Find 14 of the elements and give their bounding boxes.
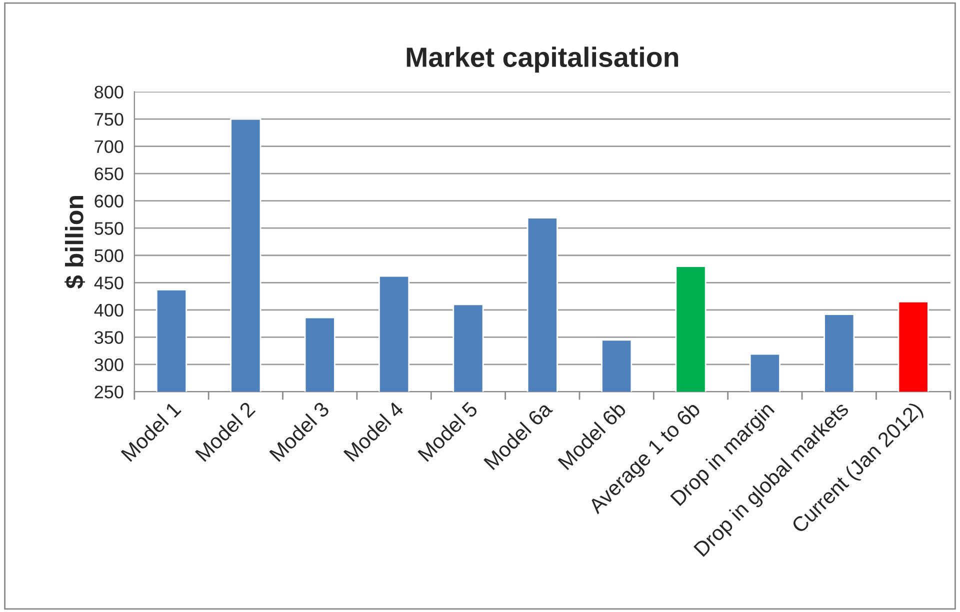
y-tick-label: 250	[94, 386, 124, 398]
y-tick-label: 400	[94, 304, 124, 317]
y-tick-label: 600	[94, 194, 124, 208]
y-tick-label: 650	[94, 168, 124, 180]
chart-title: Market capitalisation	[406, 46, 678, 73]
y-tick-label: 450	[94, 276, 124, 290]
y-tick-label: 550	[94, 222, 124, 235]
y-tick-label: 800	[94, 86, 124, 99]
y-tick-label: 750	[94, 112, 124, 126]
y-tick-label: 500	[94, 249, 124, 262]
y-tick-label: 350	[94, 331, 124, 344]
y-axis-title: $ billion	[64, 196, 85, 289]
y-tick-label: 700	[94, 140, 124, 154]
y-tick-label: 300	[94, 358, 124, 372]
